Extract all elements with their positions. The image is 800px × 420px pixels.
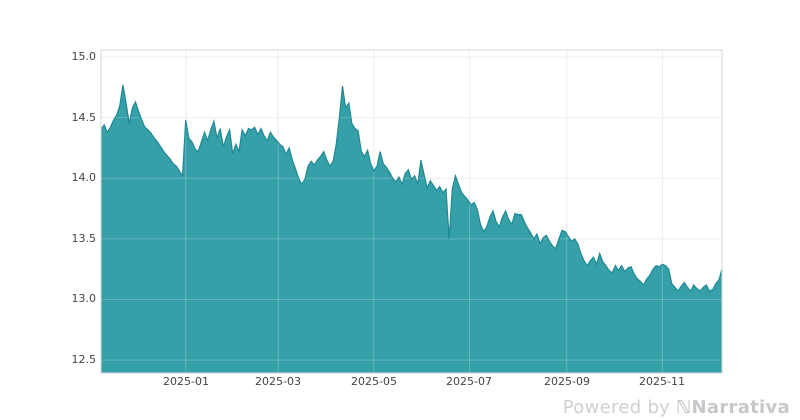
x-axis-tick-label: 2025-11 [639,375,685,388]
x-axis-tick-label: 2025-09 [544,375,590,388]
x-axis-tick-label: 2025-05 [351,375,397,388]
x-axis-tick-label: 2025-07 [446,375,492,388]
watermark: Powered by ℕNarrativa [563,397,790,418]
y-axis-tick-label: 15.0 [71,50,97,63]
narrativa-logo-icon: ℕ [676,397,692,418]
x-axis-tick-label: 2025-03 [255,375,301,388]
narrativa-brand-text: Narrativa [691,397,790,418]
y-axis-tick-label: 13.5 [71,232,97,245]
x-axis-tick-label: 2025-01 [163,375,209,388]
powered-by-text: Powered by [562,397,677,418]
y-axis-tick-label: 14.5 [71,111,97,124]
y-axis-tick-label: 14.0 [71,171,97,184]
y-axis-tick-label: 12.5 [71,353,97,366]
y-axis-tick-label: 13.0 [71,292,97,305]
